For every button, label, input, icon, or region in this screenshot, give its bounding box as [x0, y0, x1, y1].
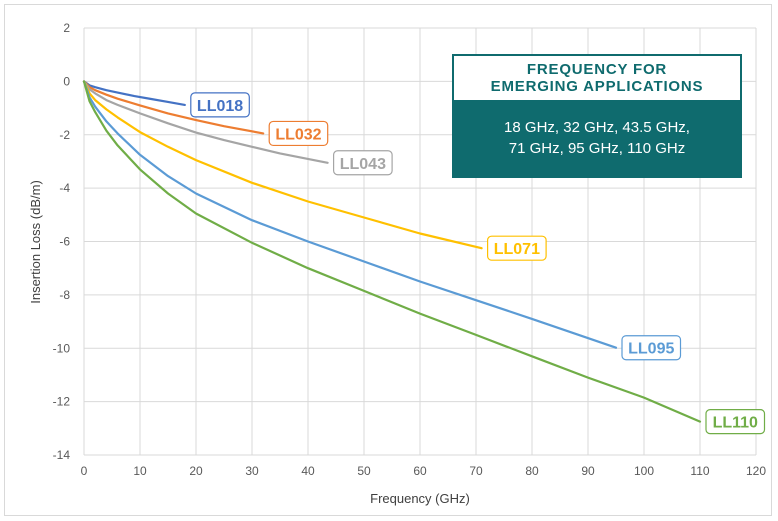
series-line-ll032 [82, 80, 265, 135]
x-tick-labels: 0 10 20 30 40 50 60 70 80 90 100 110 120 [81, 464, 767, 478]
series-label-ll071: LL071 [487, 235, 547, 261]
x-tick-label: 120 [746, 464, 766, 478]
x-tick-label: 80 [525, 464, 539, 478]
info-body-line-2: 71 GHz, 95 GHz, 110 GHz [508, 140, 686, 157]
series-label-ll110: LL110 [705, 409, 766, 435]
series-label-box [190, 92, 250, 118]
x-tick-label: 60 [413, 464, 427, 478]
x-tick-label: 20 [189, 464, 203, 478]
y-tick-label: 0 [63, 74, 70, 88]
series-label-box [705, 409, 766, 435]
series-label-text: LL110 [713, 415, 758, 432]
y-tick-label: -2 [59, 128, 70, 142]
series-label-text: LL018 [197, 98, 243, 115]
x-tick-label: 110 [690, 464, 709, 478]
series-lines [82, 80, 702, 423]
y-tick-labels: 2 0 -2 -4 -6 -8 -10 -12 -14 [53, 21, 71, 462]
info-box-body: 18 GHz, 32 GHz, 43.5 GHz, 71 GHz, 95 GHz… [454, 100, 740, 176]
frequency-info-box: FREQUENCY FOR EMERGING APPLICATIONS 18 G… [452, 54, 742, 178]
x-tick-label: 10 [133, 464, 147, 478]
x-tick-label: 50 [357, 464, 371, 478]
series-line-ll018 [82, 80, 186, 107]
series-label-box [268, 120, 329, 147]
y-tick-label: -10 [53, 341, 71, 355]
x-tick-label: 100 [634, 464, 654, 478]
series-label-text: LL095 [628, 341, 674, 358]
y-tick-label: -8 [59, 288, 70, 302]
series-line-ll110 [82, 80, 702, 423]
y-tick-label: -14 [53, 448, 71, 462]
series-label-text: LL071 [494, 241, 540, 258]
x-tick-label: 70 [469, 464, 483, 478]
y-tick-label: -4 [59, 181, 70, 195]
series-label-ll032: LL032 [268, 120, 329, 147]
x-tick-label: 0 [81, 464, 88, 478]
info-box-title: FREQUENCY FOR EMERGING APPLICATIONS [454, 56, 740, 100]
info-title-line-2: EMERGING APPLICATIONS [490, 78, 704, 95]
series-label-ll018: LL018 [190, 92, 250, 118]
series-label-text: LL032 [275, 126, 321, 143]
series-label-box [333, 150, 393, 176]
y-axis-title: Insertion Loss (dB/m) [28, 180, 43, 304]
info-title-line-1: FREQUENCY FOR [526, 61, 668, 78]
series-label-box [487, 235, 547, 261]
y-tick-label: 2 [63, 21, 70, 35]
series-line-ll095 [82, 80, 618, 349]
series-labels: LL018 LL032 LL043 LL071 LL095 LL110 [190, 92, 766, 435]
x-tick-label: 40 [301, 464, 315, 478]
y-tick-label: -12 [53, 395, 71, 409]
x-axis-title: Frequency (GHz) [370, 491, 470, 506]
x-tick-label: 90 [581, 464, 595, 478]
series-label-text: LL043 [340, 156, 386, 173]
series-label-ll095: LL095 [621, 335, 682, 361]
info-body-line-1: 18 GHz, 32 GHz, 43.5 GHz, [504, 119, 690, 136]
series-label-ll043: LL043 [333, 150, 393, 176]
x-tick-label: 30 [245, 464, 259, 478]
series-line-ll043 [82, 80, 329, 164]
series-label-box [621, 335, 682, 361]
y-tick-label: -6 [59, 235, 70, 249]
series-line-ll071 [82, 80, 483, 250]
